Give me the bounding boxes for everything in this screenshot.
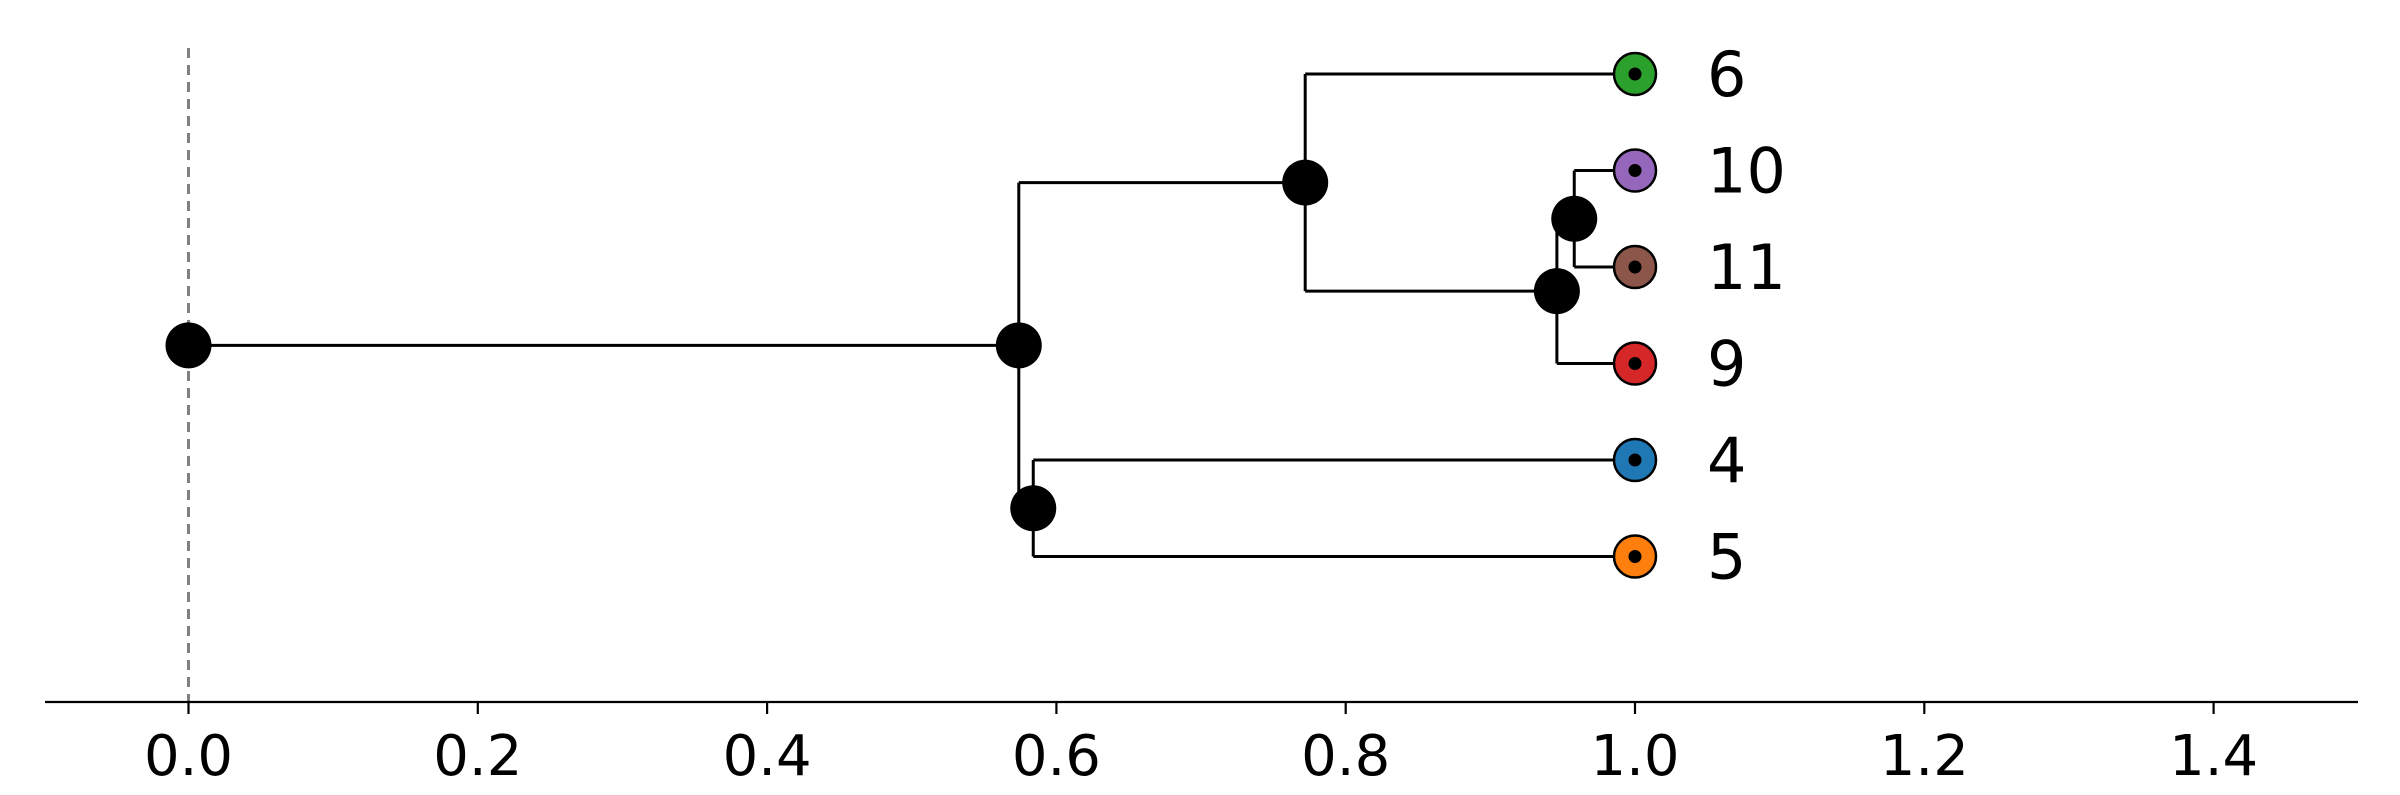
leaf-center-dot-4	[1628, 453, 1642, 467]
node-C	[1010, 485, 1057, 532]
node-root	[165, 322, 212, 369]
leaf-label-4: 4	[1707, 424, 1746, 497]
node-A	[995, 322, 1042, 369]
x-tick-label-7: 1.4	[2169, 724, 2258, 789]
leaf-label-6: 6	[1707, 38, 1746, 111]
leaf-label-11: 11	[1707, 231, 1786, 304]
leaf-center-dot-6	[1628, 67, 1642, 81]
leaf-center-dot-10	[1628, 164, 1642, 177]
x-tick-label-2: 0.4	[723, 724, 812, 789]
internal-nodes	[165, 159, 1598, 532]
node-B	[1282, 159, 1329, 206]
x-tick-label-0: 0.0	[144, 724, 233, 789]
x-tick-label-1: 0.2	[433, 724, 522, 789]
leaves: 6 10 11 9 4 5	[1612, 38, 1786, 594]
x-tick-label-5: 1.0	[1590, 724, 1679, 789]
leaf-center-dot-11	[1628, 260, 1642, 274]
leaf-label-9: 9	[1707, 328, 1746, 401]
leaf-center-dot-9	[1628, 357, 1642, 370]
x-axis: 0.0 0.2 0.4 0.6 0.8 1.0 1.2 1.4	[45, 700, 2358, 789]
node-D	[1533, 268, 1580, 315]
leaf-label-10: 10	[1707, 135, 1786, 208]
x-tick-label-6: 1.2	[1880, 724, 1969, 789]
leaf-center-dot-5	[1628, 550, 1642, 563]
branches	[188, 72, 1635, 558]
leaf-label-5: 5	[1707, 521, 1746, 594]
x-tick-label-3: 0.6	[1012, 724, 1101, 789]
node-E	[1551, 195, 1598, 242]
x-tick-label-4: 0.8	[1301, 724, 1390, 789]
